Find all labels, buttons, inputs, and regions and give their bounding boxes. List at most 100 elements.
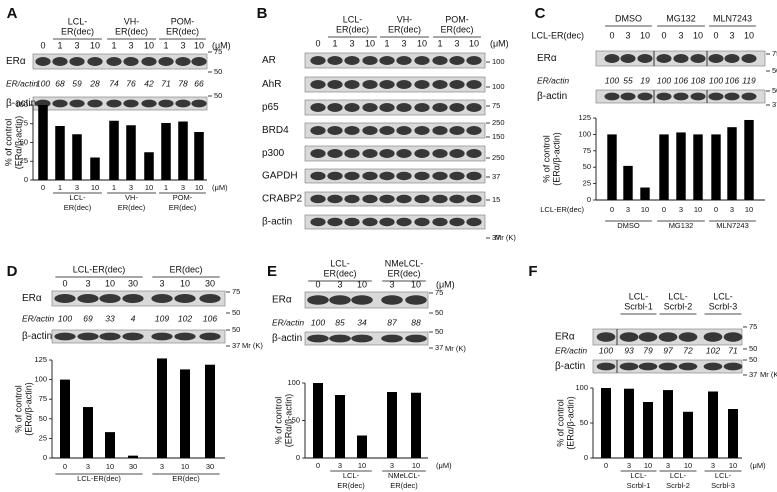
ratio-value: 74 bbox=[109, 78, 119, 88]
y-axis-title-line: (ERα/β-actin) bbox=[13, 116, 23, 169]
y-tick-label: 25 bbox=[583, 179, 591, 188]
blot-band bbox=[638, 332, 658, 342]
group-label: LCL-ER(dec) bbox=[77, 474, 121, 483]
blot-band bbox=[673, 54, 689, 63]
y-axis-title-line: % of control bbox=[555, 399, 565, 447]
x-tick-label: 3 bbox=[711, 461, 715, 470]
blot-band bbox=[327, 171, 343, 181]
bar bbox=[623, 165, 633, 200]
group-label: LCL- bbox=[630, 471, 647, 480]
blot-band bbox=[310, 56, 326, 65]
blot-band bbox=[449, 56, 465, 65]
marker-label: 50 bbox=[435, 327, 443, 336]
x-tick-label: 10 bbox=[195, 183, 203, 192]
marker-label: 50 bbox=[232, 308, 240, 317]
blot-header: MLN7243 bbox=[713, 13, 752, 23]
y-tick-label: 100 bbox=[15, 100, 28, 109]
blot-band bbox=[405, 334, 427, 343]
panel-label: A bbox=[7, 5, 18, 22]
bar bbox=[744, 119, 754, 200]
dose-label: 3 bbox=[678, 30, 683, 40]
blot-header: LCL-ER(dec) bbox=[73, 264, 126, 274]
dose-label: 3 bbox=[74, 40, 79, 50]
blot-band bbox=[158, 57, 174, 66]
ratio-label: ER/actin bbox=[537, 75, 569, 85]
ratio-value: 106 bbox=[203, 313, 217, 323]
blot-band bbox=[379, 149, 395, 158]
blot-band bbox=[466, 149, 482, 158]
blot-band bbox=[396, 217, 412, 227]
y-tick-label: 50 bbox=[292, 415, 300, 424]
marker-label: 50 bbox=[749, 344, 757, 353]
x-tick-label: 3 bbox=[181, 183, 185, 192]
blot-band bbox=[658, 332, 678, 342]
group-label: Scrbl-3 bbox=[711, 481, 735, 490]
x-row-label: LCL-ER(dec) bbox=[540, 205, 584, 214]
blot-header: ER(dec) bbox=[323, 268, 356, 278]
bar bbox=[640, 187, 650, 200]
blot-band bbox=[191, 57, 207, 66]
blot-band bbox=[123, 99, 139, 108]
blot-band bbox=[656, 92, 672, 101]
row-name: β-actin bbox=[537, 91, 567, 102]
blot-band bbox=[351, 334, 373, 343]
blot-header: POM- bbox=[171, 16, 195, 26]
row-name: AhR bbox=[262, 79, 281, 90]
ratio-value: 100 bbox=[605, 75, 619, 85]
blot-band bbox=[191, 99, 207, 108]
dose-label: 0 bbox=[315, 279, 320, 289]
blot-band bbox=[327, 103, 343, 112]
blot-band bbox=[596, 362, 616, 371]
dose-label: 1 bbox=[332, 38, 337, 48]
y-tick-label: 75 bbox=[20, 119, 28, 128]
y-tick-label: 0 bbox=[43, 453, 47, 462]
ratio-value: 85 bbox=[335, 317, 345, 327]
marker-label: 50 bbox=[749, 355, 757, 364]
ratio-value: 97 bbox=[663, 345, 673, 355]
x-tick-label: 3 bbox=[160, 462, 164, 471]
ratio-label: ER/actin bbox=[555, 345, 587, 355]
blot-band bbox=[414, 149, 430, 158]
dose-label: 1 bbox=[437, 38, 442, 48]
dose-label: 3 bbox=[159, 278, 164, 288]
blot-band bbox=[414, 56, 430, 65]
blot-band bbox=[379, 217, 395, 227]
blot-header: ER(dec) bbox=[387, 268, 420, 278]
blot-band bbox=[362, 103, 378, 112]
blot-band bbox=[637, 54, 653, 63]
bar bbox=[663, 390, 673, 458]
blot-band bbox=[449, 103, 465, 112]
blot-band bbox=[310, 149, 326, 158]
blot-band bbox=[396, 149, 412, 158]
dose-label: 0 bbox=[315, 38, 320, 48]
blot-band bbox=[310, 126, 326, 135]
blot-band bbox=[151, 294, 173, 303]
blot-band bbox=[151, 332, 173, 341]
dose-label: 10 bbox=[640, 30, 650, 40]
row-name: β-actin bbox=[555, 361, 585, 372]
blot-band bbox=[396, 80, 412, 89]
blot-band bbox=[379, 56, 395, 65]
dose-label: 10 bbox=[144, 40, 154, 50]
blot-band bbox=[35, 57, 51, 66]
blot-band bbox=[310, 80, 326, 89]
blot-band bbox=[449, 126, 465, 135]
y-axis-title-line: (ERα/β-actin) bbox=[23, 382, 33, 435]
x-tick-label: 0 bbox=[63, 462, 67, 471]
blot-header: NMeLCL- bbox=[385, 258, 424, 268]
x-tick-label: 10 bbox=[641, 205, 649, 214]
dose-unit: (μM) bbox=[490, 38, 509, 48]
ratio-value: 59 bbox=[72, 78, 82, 88]
blot-band bbox=[123, 57, 139, 66]
blot-band bbox=[379, 194, 395, 204]
y-axis-title-line: (ERα/β-actin) bbox=[283, 394, 293, 447]
y-tick-label: 50 bbox=[580, 418, 588, 427]
dose-label: 0 bbox=[661, 30, 666, 40]
dose-label: 3 bbox=[337, 279, 342, 289]
marker-label: 50 bbox=[772, 66, 777, 75]
ratio-value: 76 bbox=[126, 78, 136, 88]
group-label: NMeLCL- bbox=[388, 471, 421, 480]
blot-band bbox=[344, 194, 360, 204]
dose-label: 10 bbox=[194, 40, 204, 50]
